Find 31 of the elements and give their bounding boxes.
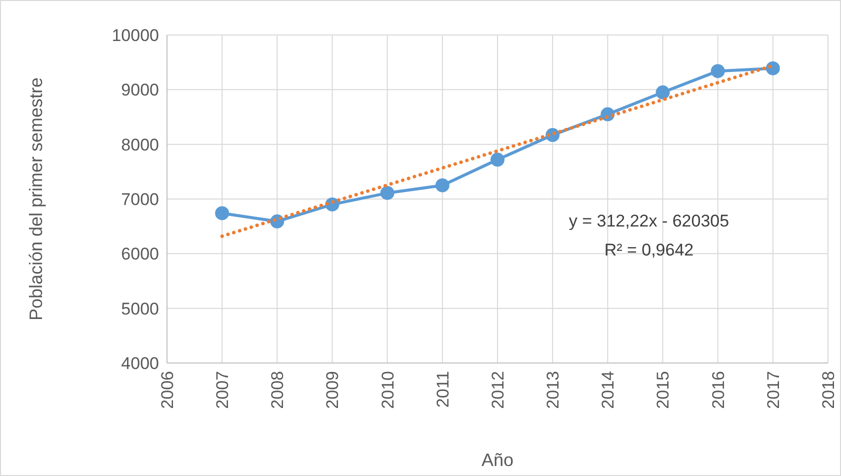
x-tick-label: 2012 [488,371,508,409]
x-tick-label: 2010 [378,371,398,409]
annotation: R² = 0,9642 [604,240,694,260]
x-axis-title: Año [481,450,514,470]
y-tick-label: 9000 [121,80,159,100]
y-tick-label: 4000 [121,354,159,373]
x-tick-label: 2006 [158,371,177,409]
x-tick-label: 2016 [708,371,728,409]
point [766,61,780,76]
point [435,178,450,192]
y-tick-label: 5000 [121,299,159,318]
x-tick-label: 2015 [654,371,673,409]
y-tick-label: 8000 [121,135,159,154]
x-tick-label: 2013 [544,371,563,409]
y-tick-label: 6000 [121,244,159,264]
x-tick-label: 2008 [268,371,288,409]
x-tick-label: 2017 [764,371,783,409]
x-tick-label: 2018 [818,371,838,409]
x-tick-label: 2007 [213,371,232,409]
y-tick-label: 10000 [112,26,159,45]
x-tick-label: 2011 [433,371,452,408]
point [380,186,394,200]
y-axis-title: Población del primer semestre [26,77,46,321]
x-tick-label: 2014 [598,371,618,409]
y-tick-label: 7000 [121,190,159,209]
x-tick-label: 2009 [323,371,342,409]
point [490,152,504,167]
point [656,85,670,100]
annotation: y = 312,22x - 620305 [568,211,730,230]
point [710,64,725,78]
point [215,206,230,220]
